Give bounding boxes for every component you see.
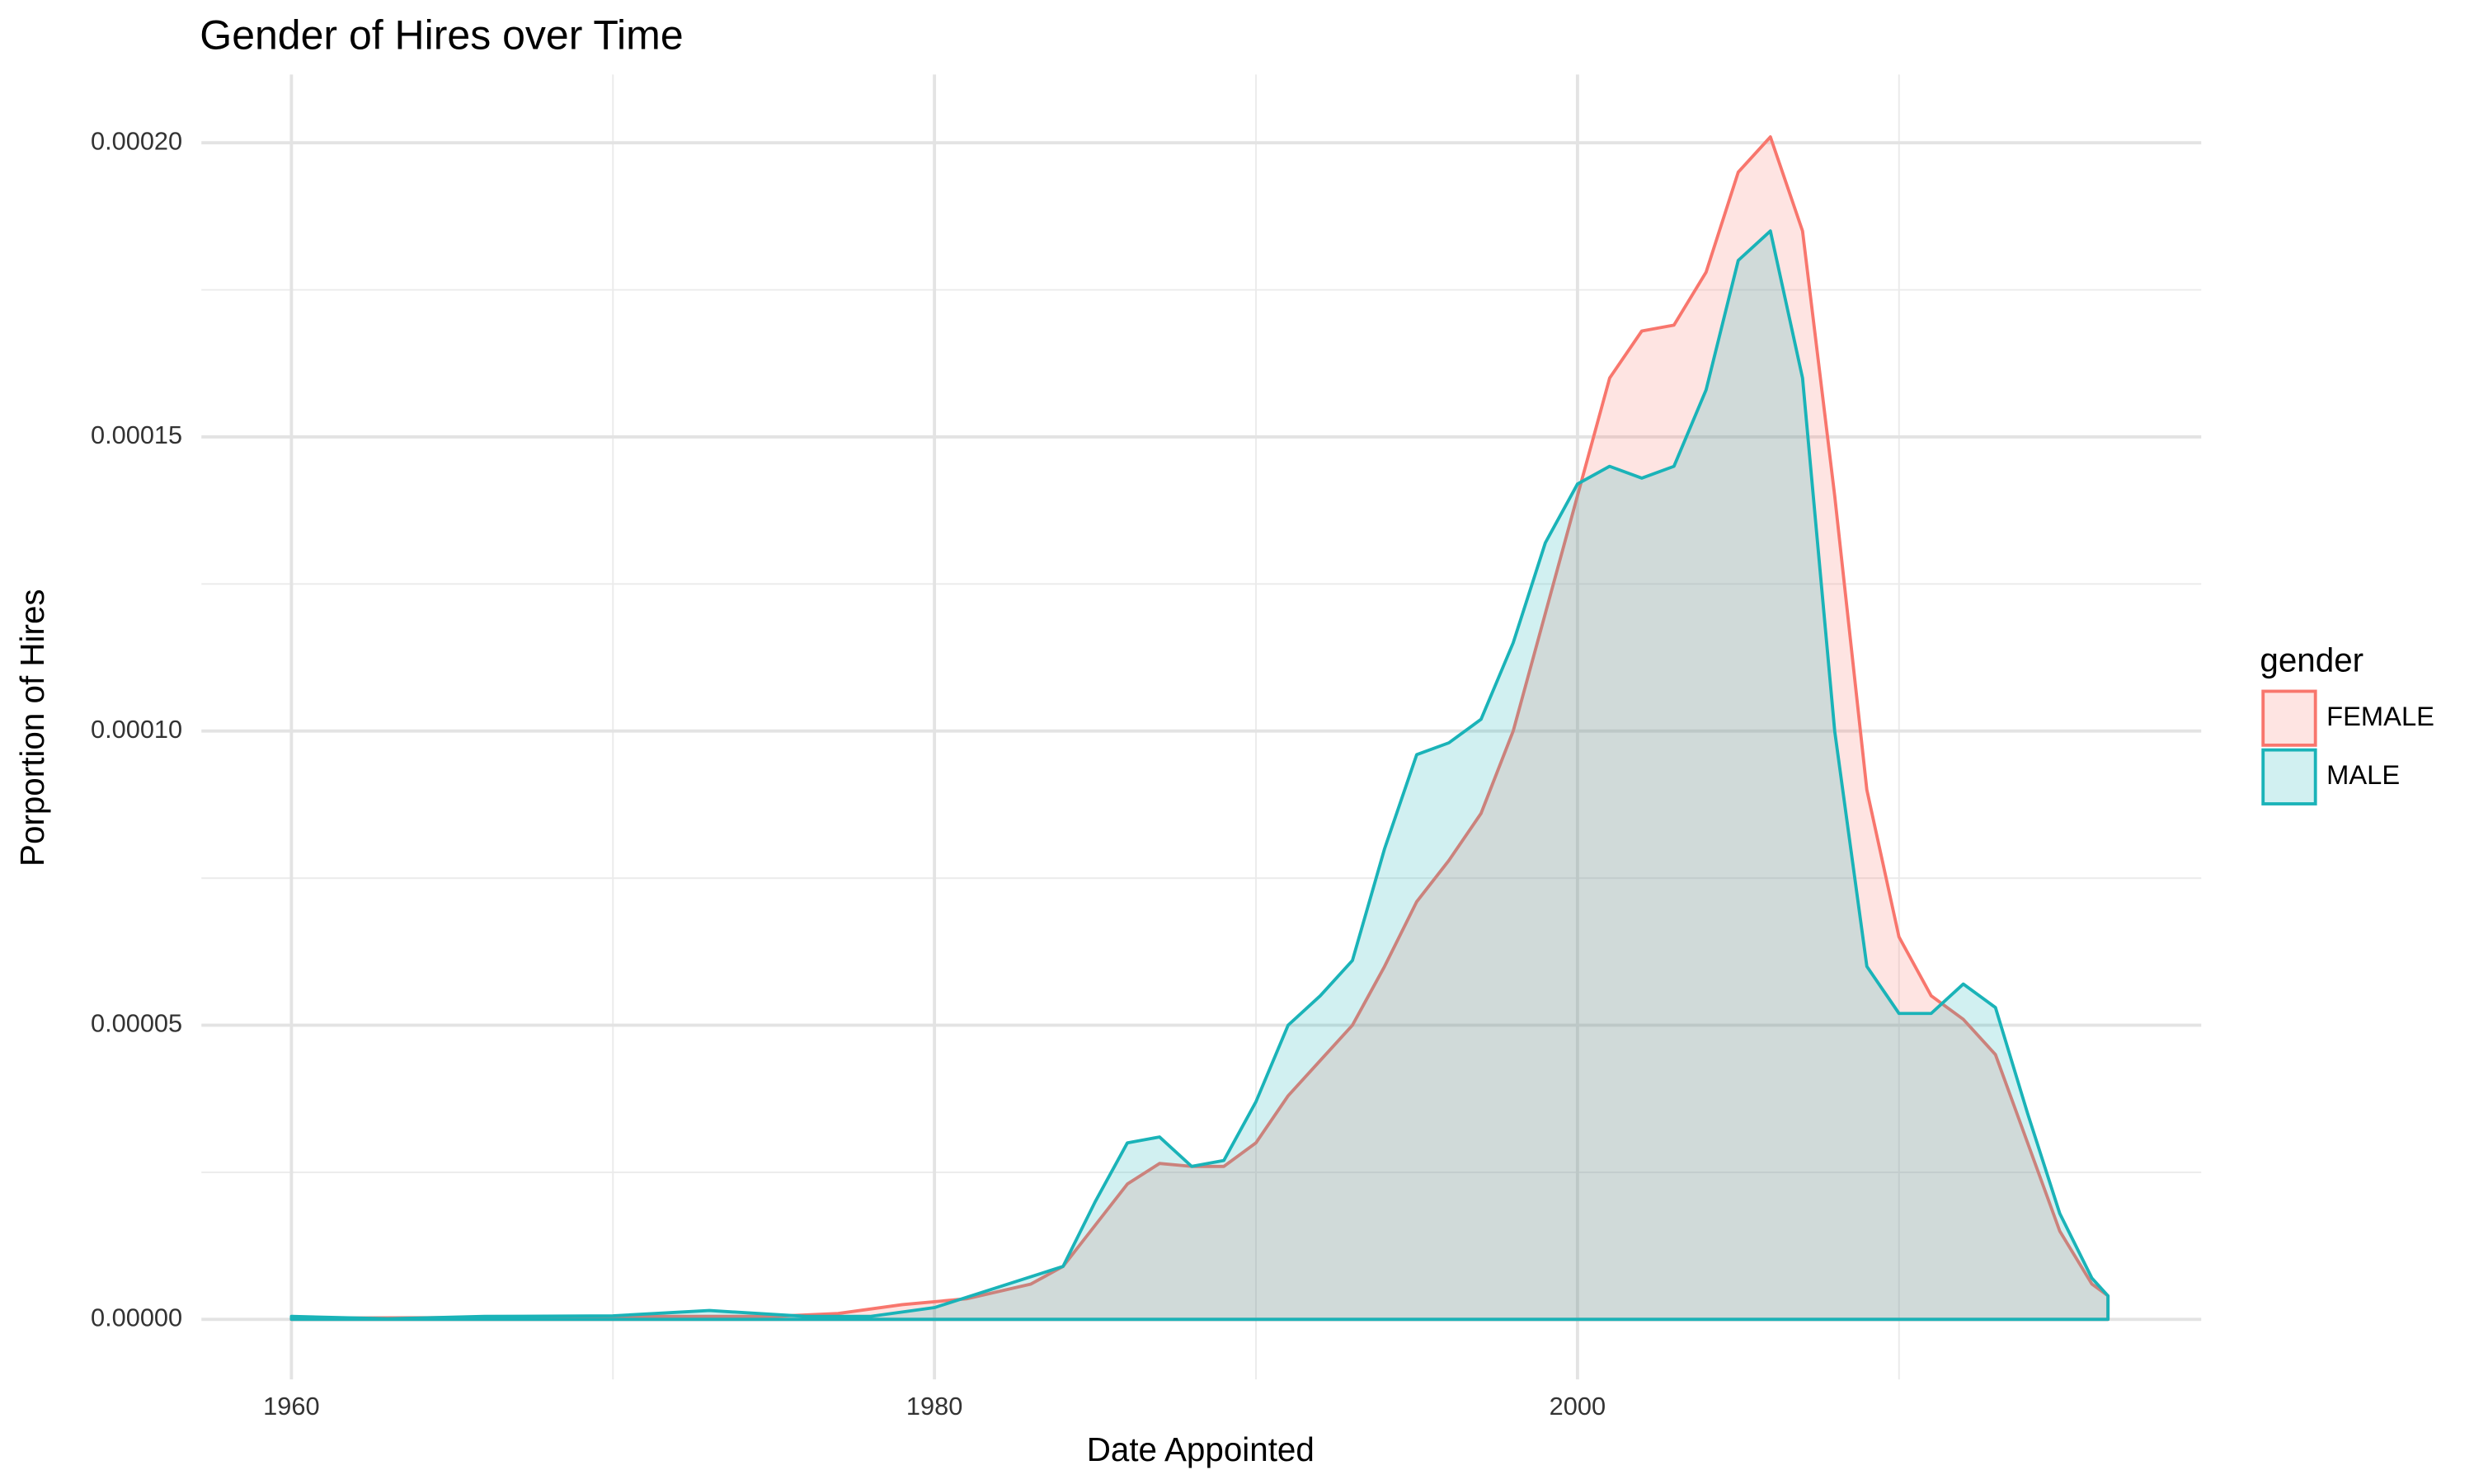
y-axis-label: Porportion of Hires (13, 589, 51, 866)
y-tick-label: 0.00000 (91, 1303, 182, 1331)
density-area (289, 135, 2110, 1322)
legend-label: MALE (2326, 759, 2400, 790)
legend-title: gender (2260, 641, 2363, 679)
x-tick-label: 2000 (1550, 1392, 1606, 1421)
chart-title: Gender of Hires over Time (200, 12, 683, 58)
legend-key (2261, 689, 2317, 747)
x-tick-label: 1960 (263, 1392, 319, 1421)
legend: FEMALE MALE (2261, 689, 2434, 805)
y-tick-label: 0.00010 (91, 715, 182, 744)
y-tick-label: 0.00020 (91, 126, 182, 155)
y-tick-label: 0.00005 (91, 1009, 182, 1038)
legend-key (2261, 748, 2317, 805)
x-axis-label: Date Appointed (1087, 1430, 1315, 1468)
legend-label: FEMALE (2326, 701, 2434, 731)
density-area (289, 229, 2110, 1322)
x-tick-label: 1980 (906, 1392, 962, 1421)
y-tick-label: 0.00015 (91, 420, 182, 449)
plot-area (289, 135, 2110, 1322)
